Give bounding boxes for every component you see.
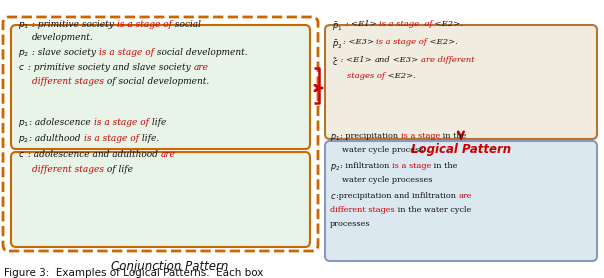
Text: : primitive society and slave society: : primitive society and slave society	[25, 63, 193, 72]
Text: $c$: $c$	[18, 150, 25, 159]
Text: is a stage of: is a stage of	[117, 20, 172, 29]
Text: is a stage of: is a stage of	[83, 134, 138, 143]
Text: processes: processes	[330, 220, 371, 228]
Text: :precipitation and infiltration: :precipitation and infiltration	[336, 192, 459, 200]
Text: are: are	[459, 192, 472, 200]
Text: $\tilde{c}$: $\tilde{c}$	[332, 56, 338, 68]
Text: $c$: $c$	[330, 192, 336, 201]
Text: of social development.: of social development.	[104, 77, 209, 86]
Text: <E3>: <E3>	[390, 56, 421, 64]
Text: : adulthood: : adulthood	[29, 134, 83, 143]
Text: $p_2$: $p_2$	[18, 48, 29, 59]
Text: Figure 3:  Examples of Logical Patterns.  Each box: Figure 3: Examples of Logical Patterns. …	[4, 268, 263, 278]
Text: : <E3>: : <E3>	[342, 38, 376, 46]
Text: water cycle process .: water cycle process .	[342, 146, 429, 154]
Text: Logical Pattern: Logical Pattern	[411, 143, 511, 156]
FancyBboxPatch shape	[11, 152, 310, 247]
Text: is a stage of: is a stage of	[94, 118, 149, 127]
Text: social: social	[172, 20, 201, 29]
Text: : precipitation: : precipitation	[340, 132, 401, 140]
Text: : <E1>: : <E1>	[342, 20, 379, 28]
FancyBboxPatch shape	[325, 25, 597, 139]
Text: $p_2$: $p_2$	[18, 134, 29, 145]
Text: is a stage: is a stage	[392, 162, 431, 170]
Text: is a stage: is a stage	[401, 132, 440, 140]
Text: in the water cycle: in the water cycle	[395, 206, 471, 214]
Text: water cycle processes: water cycle processes	[342, 176, 432, 184]
Text: $p_1$: $p_1$	[18, 118, 29, 129]
Text: $p_2$: $p_2$	[330, 162, 340, 173]
Text: of life: of life	[104, 165, 133, 174]
Text: : primitive society: : primitive society	[29, 20, 117, 29]
Text: stages of: stages of	[347, 72, 385, 80]
Text: : adolescence and adulthood: : adolescence and adulthood	[25, 150, 161, 159]
Text: $p_1$: $p_1$	[330, 132, 340, 143]
Text: <E2>.: <E2>.	[427, 38, 458, 46]
Text: : adolescence: : adolescence	[29, 118, 94, 127]
FancyBboxPatch shape	[325, 141, 597, 261]
Text: is a stage  of: is a stage of	[379, 20, 432, 28]
Text: and: and	[374, 56, 390, 64]
Text: is a stage of: is a stage of	[376, 38, 427, 46]
Text: different stages: different stages	[32, 77, 104, 86]
Text: in the: in the	[431, 162, 458, 170]
Text: $c$: $c$	[18, 63, 25, 72]
Text: is a stage of: is a stage of	[99, 48, 154, 57]
Text: Conjunction Pattern: Conjunction Pattern	[111, 260, 229, 273]
Text: social development.: social development.	[154, 48, 248, 57]
Text: development.: development.	[32, 33, 94, 42]
FancyBboxPatch shape	[11, 25, 310, 149]
Text: life: life	[149, 118, 166, 127]
Text: different stages: different stages	[32, 165, 104, 174]
Text: different stages: different stages	[330, 206, 395, 214]
Text: in the: in the	[440, 132, 467, 140]
Text: life.: life.	[138, 134, 159, 143]
Text: : slave society: : slave society	[29, 48, 99, 57]
Text: <E2>.: <E2>.	[432, 20, 463, 28]
Text: $\bar{p}_2$: $\bar{p}_2$	[332, 38, 342, 51]
Text: <E2>.: <E2>.	[385, 72, 416, 80]
Text: : <E1>: : <E1>	[338, 56, 374, 64]
Text: are: are	[161, 150, 176, 159]
Text: are: are	[193, 63, 208, 72]
Text: $\bar{p}_1$: $\bar{p}_1$	[332, 20, 342, 33]
Text: $p_1$: $p_1$	[18, 20, 29, 31]
Text: are different: are different	[421, 56, 475, 64]
Text: : infiltration: : infiltration	[340, 162, 392, 170]
